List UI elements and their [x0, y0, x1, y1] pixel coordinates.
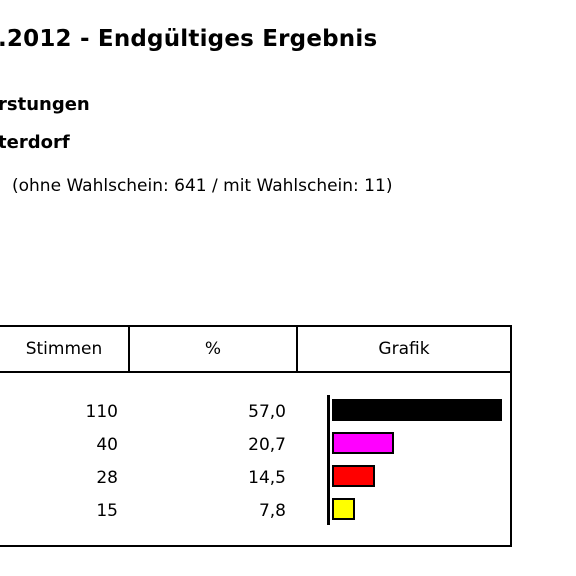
bar-0	[332, 399, 502, 421]
page-title: .2012 - Endgültiges Ergebnis	[0, 26, 378, 52]
votes-value: 40	[96, 435, 118, 455]
header-percent: %	[130, 327, 298, 371]
district-name: terdorf	[0, 132, 70, 153]
percent-value: 14,5	[248, 468, 286, 488]
header-chart: Grafik	[378, 339, 430, 359]
bar-1	[332, 432, 394, 454]
votes-value: 28	[96, 468, 118, 488]
table-row: 110 57,0	[0, 397, 510, 430]
bar-3	[332, 498, 355, 520]
election-subtitle: rstungen	[0, 94, 90, 115]
percent-value: 20,7	[248, 435, 286, 455]
results-table: Stimmen % Grafik 110 57,0 40 20,7 28 14,…	[0, 325, 512, 547]
votes-value: 15	[96, 501, 118, 521]
percent-value: 57,0	[248, 402, 286, 422]
percent-value: 7,8	[258, 501, 286, 521]
chart-axis	[327, 395, 330, 525]
bar-2	[332, 465, 375, 487]
table-row: 15 7,8	[0, 496, 510, 529]
table-row: 28 14,5	[0, 463, 510, 496]
table-row: 40 20,7	[0, 430, 510, 463]
table-header: Stimmen % Grafik	[0, 327, 510, 373]
ballot-note: (ohne Wahlschein: 641 / mit Wahlschein: …	[12, 176, 393, 196]
header-votes: Stimmen	[0, 327, 130, 371]
votes-value: 110	[85, 402, 118, 422]
